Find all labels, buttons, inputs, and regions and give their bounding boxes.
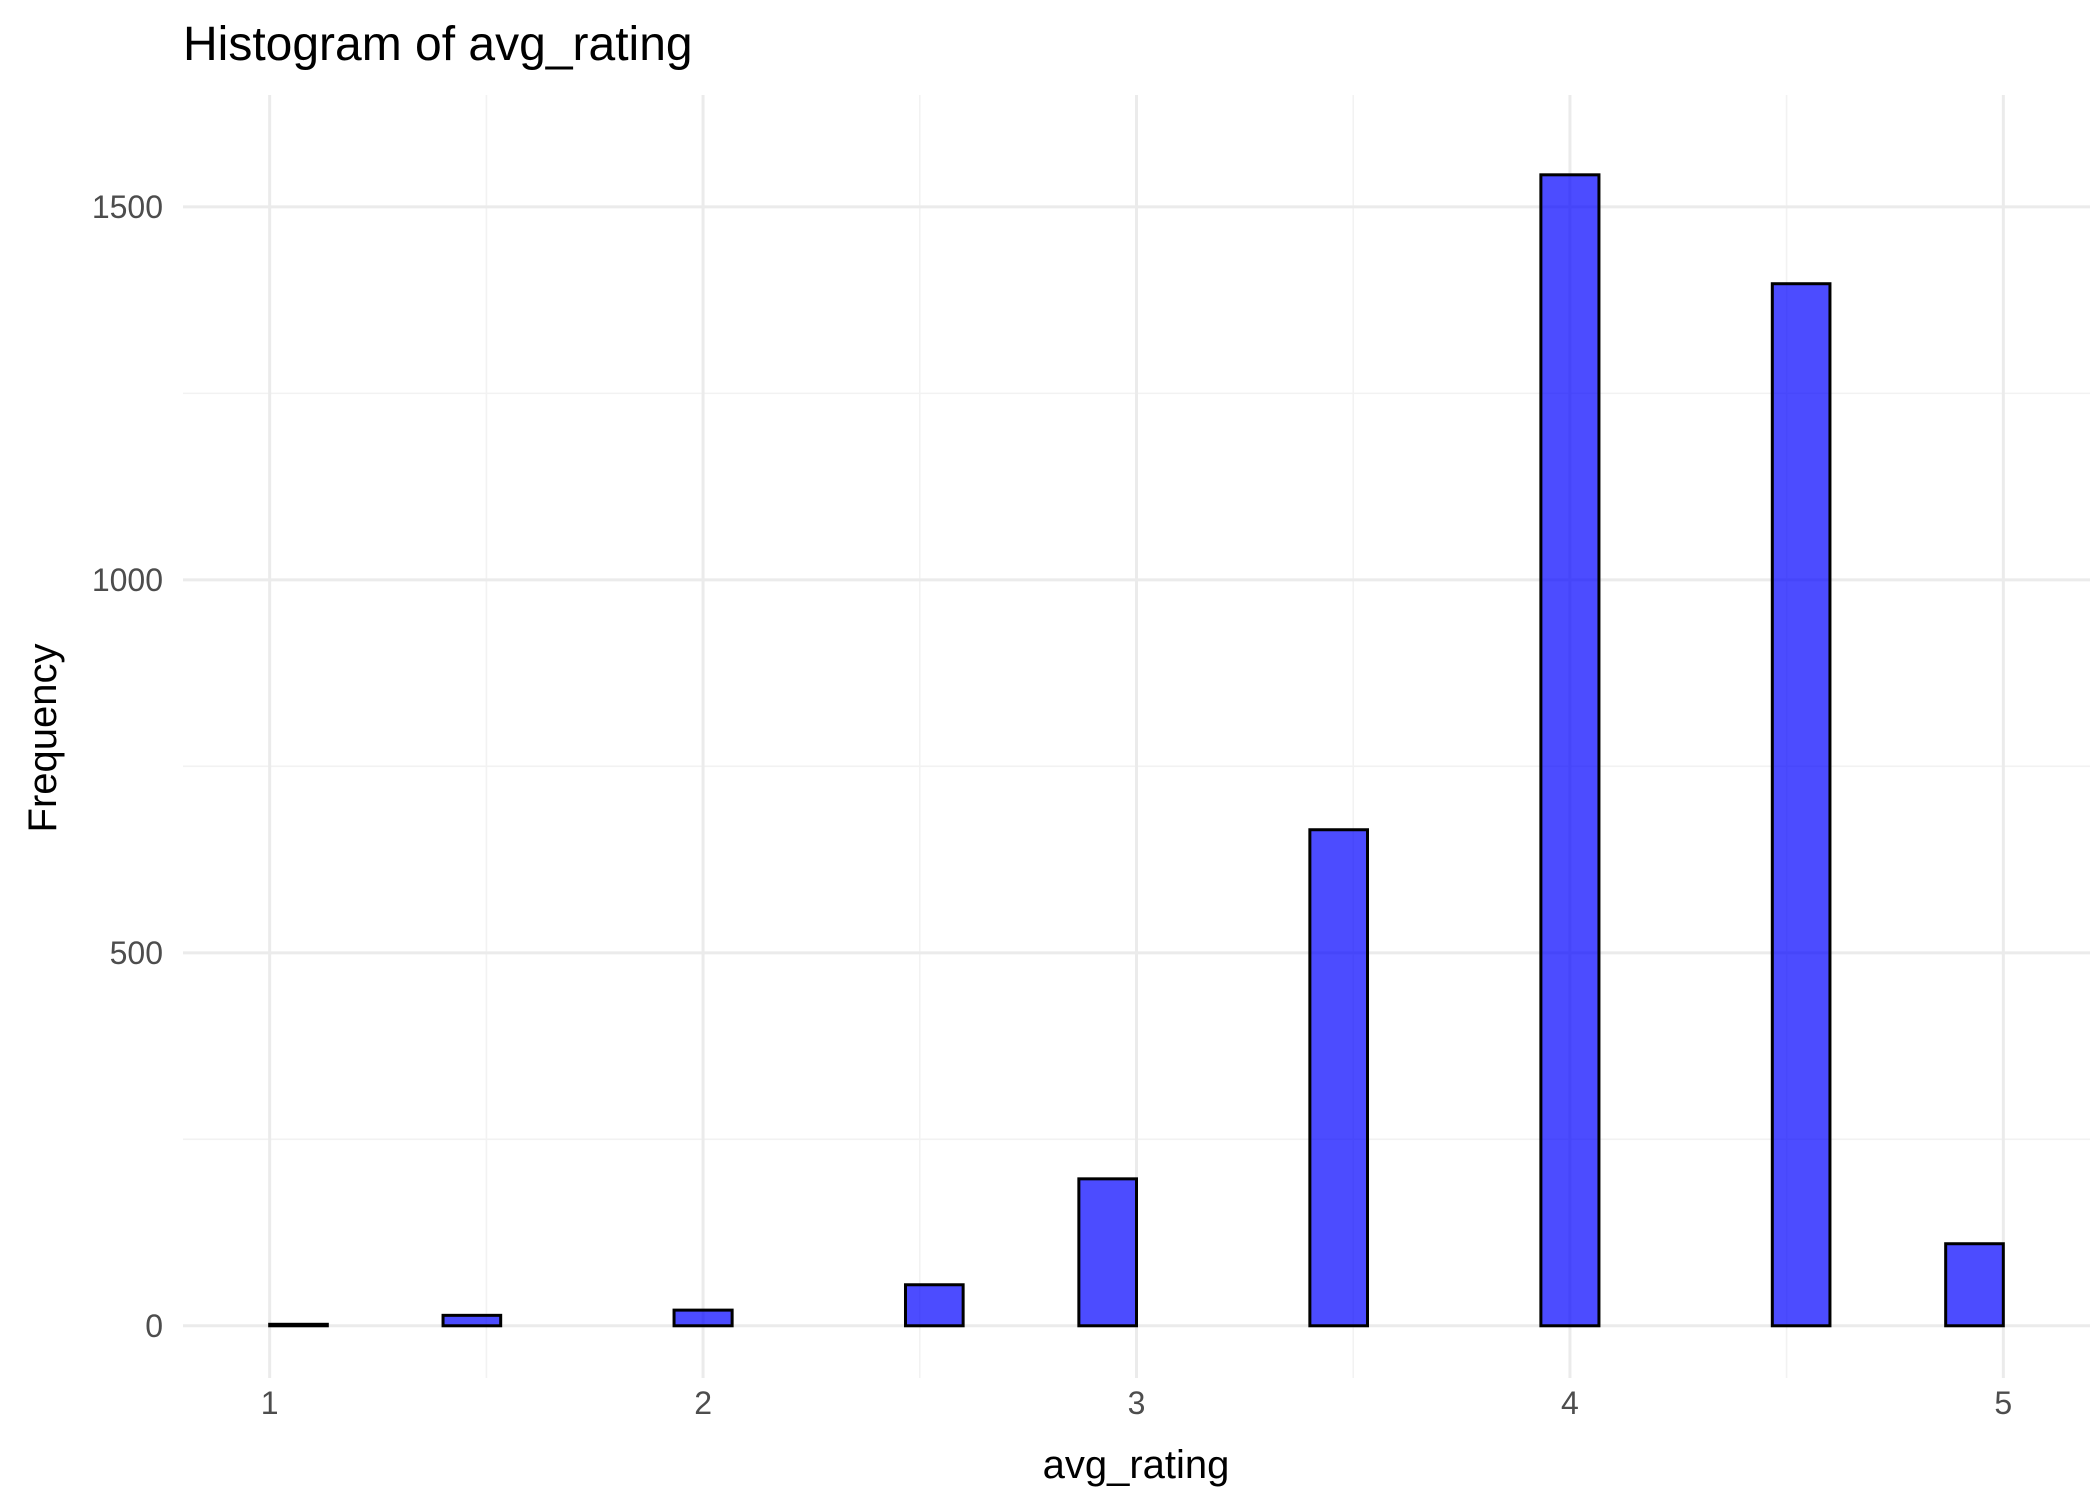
y-tick-label: 1500 <box>92 189 163 225</box>
histogram-bar-18 <box>1308 828 1370 1328</box>
y-tick-label: 0 <box>145 1308 163 1344</box>
y-tick-label: 1000 <box>92 562 163 598</box>
histogram-bar-3 <box>441 1313 503 1328</box>
histogram-bar-0 <box>268 1322 329 1328</box>
histogram-bar-14 <box>1077 1177 1138 1328</box>
histogram-bar-26 <box>1770 282 1832 1328</box>
x-tick-label: 4 <box>1561 1385 1579 1421</box>
x-axis-tick-labels: 1 2 3 4 5 <box>261 1385 2012 1421</box>
y-axis-tick-labels: 0 500 1000 1500 <box>92 189 163 1344</box>
y-axis-title: Frequency <box>21 644 65 833</box>
x-tick-label: 1 <box>261 1385 279 1421</box>
x-tick-label: 5 <box>1994 1385 2012 1421</box>
chart-title: Histogram of avg_rating <box>183 18 693 71</box>
histogram-bar-11 <box>903 1283 965 1328</box>
y-tick-label: 500 <box>110 935 163 971</box>
histogram-bar-22 <box>1539 173 1601 1328</box>
x-tick-label: 3 <box>1128 1385 1146 1421</box>
x-tick-label: 2 <box>694 1385 712 1421</box>
histogram-bar-7 <box>672 1308 734 1328</box>
histogram-bars <box>268 173 2005 1328</box>
histogram-bar-29 <box>1944 1242 2005 1328</box>
x-axis-title: avg_rating <box>1043 1443 1230 1487</box>
